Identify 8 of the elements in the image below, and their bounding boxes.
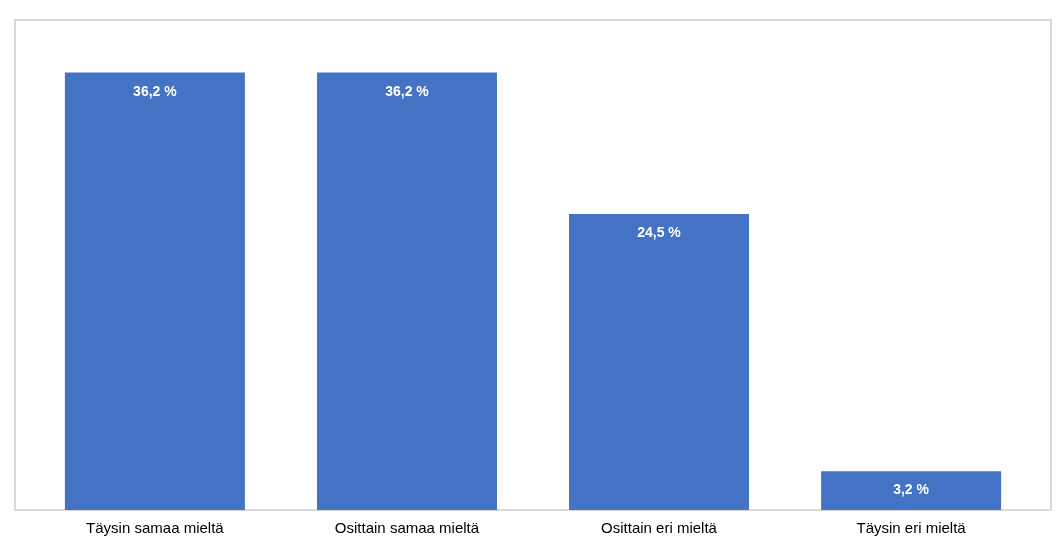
x-tick-label: Osittain eri mieltä <box>601 518 718 536</box>
data-label: 36,2 % <box>385 82 430 99</box>
x-tick-label: Täysin eri mieltä <box>856 518 967 536</box>
data-label: 3,2 % <box>893 481 930 498</box>
data-label: 24,5 % <box>637 223 682 240</box>
data-label: 36,2 % <box>133 82 178 99</box>
x-tick-label: Täysin samaa mieltä <box>86 518 225 536</box>
x-tick-label: Osittain samaa mieltä <box>334 518 480 536</box>
